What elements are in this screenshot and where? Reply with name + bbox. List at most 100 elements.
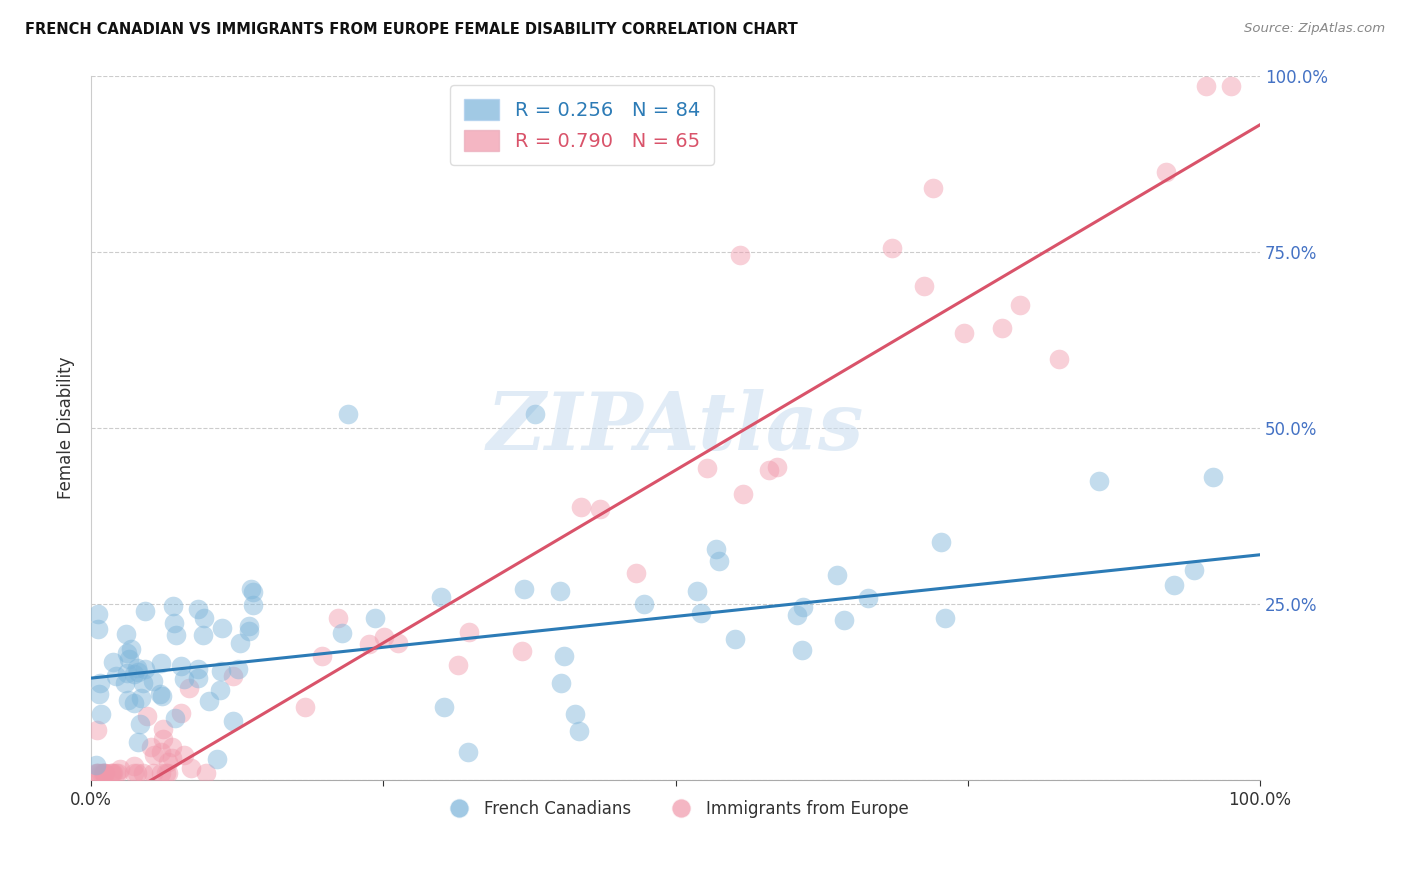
Point: [326, 610, 349, 624]
Point: [100, 766, 122, 780]
Point: [118, 652, 141, 666]
Point: [180, 761, 202, 775]
Point: [142, 748, 165, 763]
Point: [294, 700, 316, 714]
Point: [229, 636, 252, 650]
Point: [115, 666, 138, 681]
Point: [150, 689, 173, 703]
Point: [162, 599, 184, 613]
Point: [117, 693, 139, 707]
Point: [134, 604, 156, 618]
Point: [238, 624, 260, 638]
Point: [1219, 79, 1241, 94]
Point: [157, 766, 180, 780]
Point: [193, 611, 215, 625]
Point: [921, 181, 943, 195]
Point: [127, 661, 149, 675]
Point: [155, 766, 177, 780]
Point: [696, 461, 718, 475]
Point: [149, 687, 172, 701]
Point: [330, 626, 353, 640]
Point: [156, 756, 179, 770]
Point: [430, 590, 453, 604]
Point: [792, 600, 814, 615]
Point: [733, 487, 755, 501]
Point: [165, 628, 187, 642]
Point: [127, 735, 149, 749]
Point: [363, 611, 385, 625]
Point: [94, 766, 117, 780]
Point: [633, 597, 655, 611]
Point: [550, 676, 572, 690]
Point: [856, 591, 879, 605]
Point: [524, 407, 547, 421]
Point: [122, 667, 145, 681]
Point: [90, 706, 112, 721]
Point: [931, 535, 953, 549]
Point: [134, 662, 156, 676]
Point: [191, 628, 214, 642]
Point: [510, 644, 533, 658]
Point: [626, 566, 648, 580]
Point: [724, 632, 747, 647]
Point: [122, 758, 145, 772]
Point: [87, 623, 110, 637]
Point: [337, 407, 360, 421]
Point: [101, 655, 124, 669]
Point: [1182, 563, 1205, 577]
Point: [790, 643, 813, 657]
Point: [91, 766, 114, 780]
Point: [115, 646, 138, 660]
Point: [226, 662, 249, 676]
Point: [87, 607, 110, 622]
Point: [242, 585, 264, 599]
Point: [124, 696, 146, 710]
Point: [107, 766, 129, 780]
Point: [209, 664, 232, 678]
Point: [108, 762, 131, 776]
Point: [834, 613, 856, 627]
Point: [765, 460, 787, 475]
Point: [953, 326, 976, 340]
Point: [139, 739, 162, 754]
Point: [373, 630, 395, 644]
Point: [162, 739, 184, 754]
Point: [1088, 474, 1111, 488]
Point: [513, 582, 536, 596]
Point: [152, 722, 174, 736]
Point: [211, 621, 233, 635]
Point: [173, 748, 195, 763]
Point: [728, 248, 751, 262]
Point: [165, 711, 187, 725]
Point: [1047, 352, 1070, 367]
Point: [187, 662, 209, 676]
Point: [90, 766, 112, 780]
Point: [179, 681, 201, 696]
Text: Source: ZipAtlas.com: Source: ZipAtlas.com: [1244, 22, 1385, 36]
Point: [758, 463, 780, 477]
Point: [104, 766, 127, 780]
Point: [569, 500, 592, 515]
Point: [86, 723, 108, 738]
Point: [163, 616, 186, 631]
Point: [912, 278, 935, 293]
Point: [86, 766, 108, 780]
Point: [242, 598, 264, 612]
Point: [93, 766, 115, 780]
Point: [122, 766, 145, 780]
Point: [1008, 298, 1031, 312]
Point: [457, 624, 479, 639]
Point: [129, 717, 152, 731]
Point: [447, 657, 470, 672]
Point: [564, 707, 586, 722]
Point: [786, 607, 808, 622]
Point: [548, 584, 571, 599]
Point: [240, 582, 263, 597]
Point: [129, 690, 152, 705]
Point: [87, 688, 110, 702]
Point: [198, 694, 221, 708]
Point: [238, 619, 260, 633]
Point: [142, 766, 165, 780]
Point: [84, 766, 107, 780]
Point: [149, 766, 172, 780]
